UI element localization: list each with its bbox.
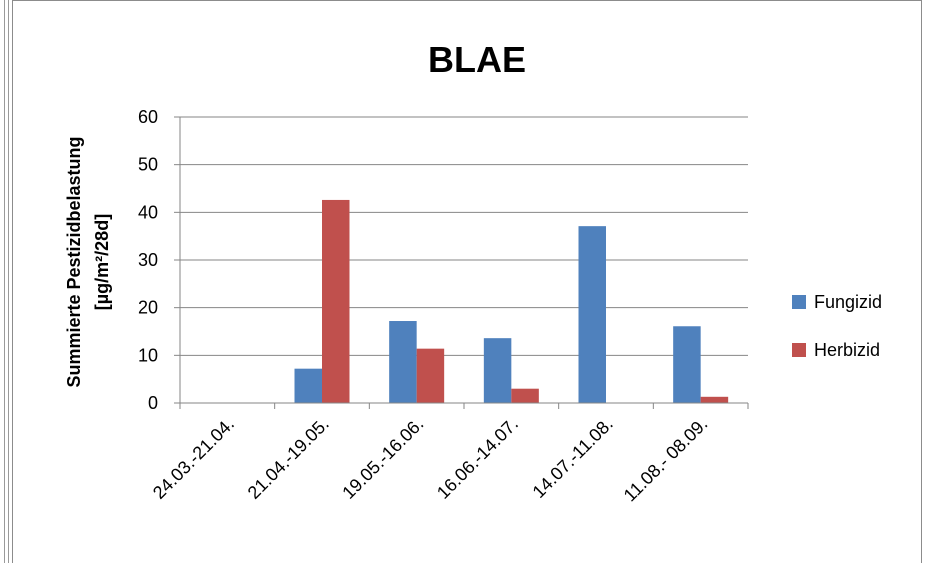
chart-title: BLAE	[428, 39, 526, 80]
bar-fungizid-4	[578, 226, 606, 403]
y-axis-ticks: 0 10 20 30 40 50 60	[138, 107, 180, 413]
x-tick-label: 21.04.-19.05.	[244, 414, 333, 503]
y-axis-label: Summierte Pestizidbelastung [µg/m²/28d]	[64, 136, 112, 387]
x-tick-label: 11.08.- 08.09.	[620, 414, 712, 506]
bar-herbizid-5	[700, 396, 729, 403]
chart-area-border	[12, 0, 922, 563]
y-tick-label: 30	[138, 250, 158, 270]
legend-swatch-fungizid	[792, 295, 806, 309]
x-tick-label: 16.06.-14.07.	[433, 414, 522, 503]
y-tick-label: 40	[138, 202, 158, 222]
y-tick-label: 60	[138, 107, 158, 127]
legend-swatch-herbizid	[792, 343, 806, 357]
left-divider-line	[8, 0, 9, 563]
bars	[294, 199, 729, 403]
y-axis-label-line-1: Summierte Pestizidbelastung	[64, 136, 84, 387]
bar-herbizid-1	[322, 199, 350, 403]
bar-fungizid-2	[389, 321, 417, 403]
gridlines	[180, 116, 748, 356]
y-tick-label: 50	[138, 155, 158, 175]
legend: Fungizid Herbizid	[792, 292, 882, 360]
bar-fungizid-3	[483, 338, 512, 403]
x-tick-label: 24.03.-21.04.	[149, 414, 238, 503]
y-tick-label: 20	[138, 298, 158, 318]
y-axis-label-line-2: [µg/m²/28d]	[92, 214, 112, 310]
bar-fungizid-1	[294, 368, 322, 403]
y-tick-label: 0	[148, 393, 158, 413]
legend-label-fungizid: Fungizid	[814, 292, 882, 312]
left-divider-line	[4, 0, 5, 563]
bar-herbizid-2	[416, 348, 445, 403]
legend-label-herbizid: Herbizid	[814, 340, 880, 360]
x-tick-label: 19.05.-16.06.	[338, 414, 427, 503]
bar-herbizid-3	[511, 388, 539, 403]
bar-fungizid-5	[673, 326, 701, 403]
y-tick-label: 10	[138, 345, 158, 365]
x-axis-ticks: 24.03.-21.04. 21.04.-19.05. 19.05.-16.06. 1…	[149, 403, 749, 506]
x-tick-label: 14.07.-11.08.	[529, 414, 617, 502]
